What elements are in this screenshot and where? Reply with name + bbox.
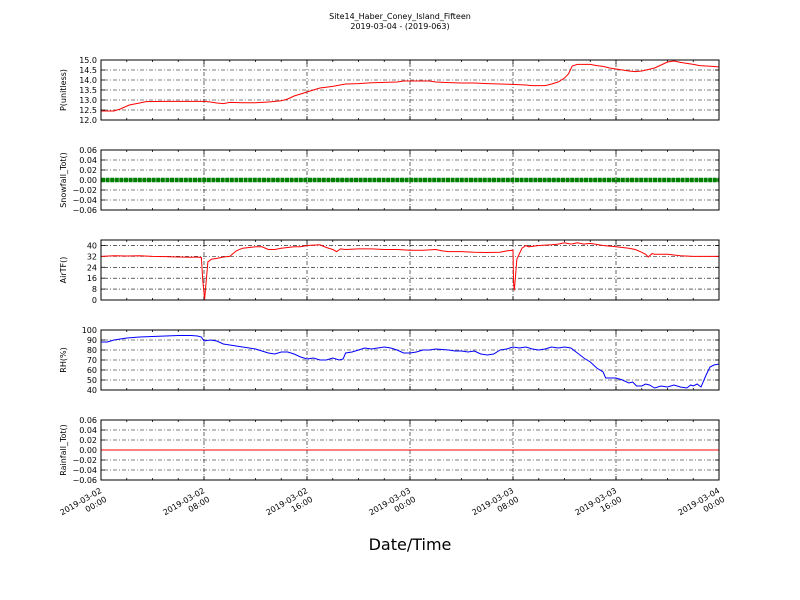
y-tick-label: −0.02 xyxy=(72,456,97,465)
y-tick-label: −0.04 xyxy=(72,466,97,475)
y-tick-label: 13.0 xyxy=(79,96,97,105)
panel-1: −0.06−0.04−0.020.000.020.040.06 Snowfall_… xyxy=(59,146,720,215)
y-tick-label: −0.06 xyxy=(72,206,97,215)
y-tick-label: 15.0 xyxy=(79,56,97,65)
panel-0: 12.012.513.013.514.014.515.0 P(unitless) xyxy=(59,56,720,125)
y-tick-label: 80 xyxy=(87,346,97,355)
panel-frame xyxy=(100,149,720,211)
y-tick-label: 90 xyxy=(87,336,97,345)
y-tick-label: 0.06 xyxy=(79,416,97,425)
y-tick-label: 32 xyxy=(87,252,97,261)
x-axis-label: Date/Time xyxy=(369,535,452,554)
y-tick-label: 40 xyxy=(87,386,97,395)
y-tick-label: −0.06 xyxy=(72,476,97,485)
y-tick-label: 8 xyxy=(92,285,97,294)
y-tick-label: 0 xyxy=(92,296,97,305)
y-tick-label: 24 xyxy=(87,263,97,272)
y-tick-label: 0.04 xyxy=(79,426,97,435)
y-tick-label: 13.5 xyxy=(79,86,97,95)
chart-subtitle: 2019-03-04 - (2019-063) xyxy=(350,22,449,31)
panel-4: −0.06−0.04−0.020.000.020.040.06 Rainfall_… xyxy=(59,416,720,485)
y-tick-label: 0.00 xyxy=(79,176,97,185)
y-axis-label: Snowfall_Tot() xyxy=(59,152,68,208)
y-tick-label: 0.02 xyxy=(79,166,97,175)
y-axis-label: AirTF() xyxy=(59,257,68,284)
chart-panels: 12.012.513.013.514.014.515.0 P(unitless) −… xyxy=(59,56,720,485)
panel-frame xyxy=(100,419,720,481)
y-tick-label: −0.02 xyxy=(72,186,97,195)
y-tick-label: 14.5 xyxy=(79,66,97,75)
chart-title: Site14_Haber_Coney_Island_Fifteen xyxy=(329,12,471,21)
series-line-0 xyxy=(101,60,719,112)
y-tick-label: 40 xyxy=(87,241,97,250)
y-tick-label: 12.0 xyxy=(79,116,97,125)
y-tick-label: 14.0 xyxy=(79,76,97,85)
y-tick-label: 0.06 xyxy=(79,146,97,155)
y-tick-label: −0.04 xyxy=(72,196,97,205)
y-axis-label: P(unitless) xyxy=(59,69,68,111)
y-tick-label: 0.04 xyxy=(79,156,97,165)
y-tick-label: 12.5 xyxy=(79,106,97,115)
y-tick-label: 100 xyxy=(82,326,97,335)
y-axis-label: Rainfall_Tot() xyxy=(59,424,68,476)
panel-frame xyxy=(100,59,720,121)
y-axis-label: RH(%) xyxy=(59,347,68,372)
y-tick-label: 60 xyxy=(87,366,97,375)
y-tick-label: 0.00 xyxy=(79,446,97,455)
series-line-3 xyxy=(101,335,719,389)
panel-2: 0 8 16 24 32 40 AirTF() xyxy=(59,239,720,305)
y-tick-label: 70 xyxy=(87,356,97,365)
y-tick-label: 50 xyxy=(87,376,97,385)
panel-frame xyxy=(100,329,720,391)
y-tick-label: 16 xyxy=(87,274,97,283)
y-tick-label: 0.02 xyxy=(79,436,97,445)
panel-frame xyxy=(100,239,720,301)
series-line-2 xyxy=(101,242,719,300)
